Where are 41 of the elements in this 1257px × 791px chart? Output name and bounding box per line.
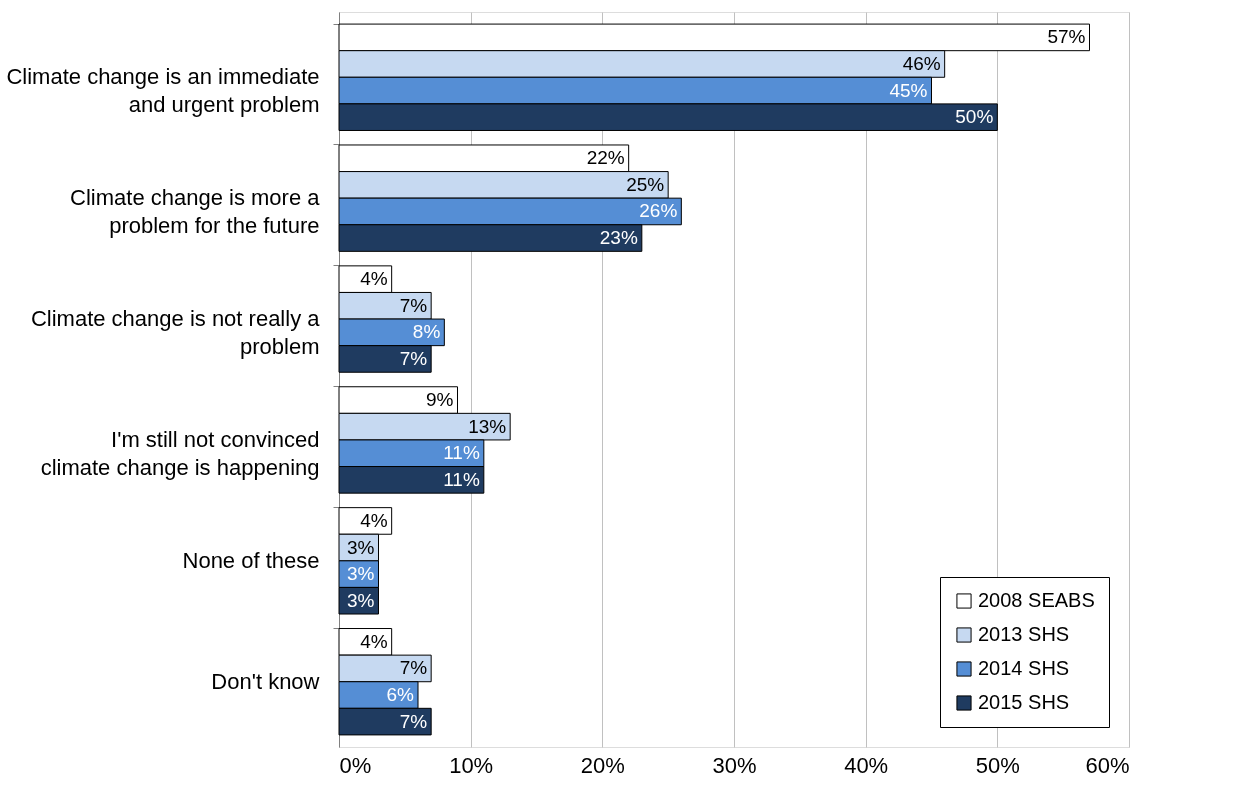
- data-label: 6%: [386, 684, 415, 706]
- x-tick-label: 60%: [1085, 752, 1130, 778]
- data-label: 11%: [443, 468, 480, 490]
- data-label: 3%: [347, 589, 375, 611]
- y-tick-label: Climate change is an immediate and urgent problem: [6, 64, 320, 118]
- data-label: 13%: [468, 415, 507, 437]
- data-label: 7%: [399, 347, 428, 369]
- data-label: 4%: [360, 630, 388, 652]
- y-tick-label: Don't know: [211, 668, 320, 694]
- data-label: 7%: [399, 710, 428, 732]
- data-label: 22%: [586, 147, 625, 169]
- data-label: 4%: [360, 509, 388, 531]
- legend-label: 2015 SHS: [978, 691, 1070, 713]
- data-label: 7%: [399, 657, 428, 679]
- legend-label: 2014 SHS: [978, 657, 1070, 679]
- data-label: 23%: [599, 227, 638, 249]
- y-tick-label: Climate change is more a problem for the future: [70, 185, 321, 239]
- data-label: 57%: [1047, 26, 1086, 48]
- data-label: 26%: [639, 200, 678, 222]
- x-tick-label: 40%: [844, 752, 889, 778]
- data-label: 46%: [902, 52, 941, 74]
- data-label: 3%: [347, 536, 375, 558]
- x-tick-label: 10%: [449, 752, 494, 778]
- data-label: 9%: [426, 389, 454, 411]
- x-tick-label: 50%: [975, 752, 1020, 778]
- data-label: 3%: [347, 563, 375, 585]
- data-label: 45%: [889, 79, 928, 101]
- data-label: 11%: [443, 442, 480, 464]
- data-label: 50%: [955, 106, 994, 128]
- x-tick-label: 0%: [339, 752, 372, 778]
- data-label: 7%: [399, 294, 428, 316]
- y-tick-label: I'm still not convinced climate change is happening: [40, 426, 320, 480]
- y-tick-label: None of these: [182, 547, 320, 573]
- data-label: 25%: [626, 173, 665, 195]
- y-tick-label: Climate change is not really a problem: [30, 306, 321, 360]
- legend-label: 2013 SHS: [978, 623, 1070, 645]
- data-label: 8%: [412, 321, 441, 343]
- data-label: 4%: [360, 268, 388, 290]
- x-tick-label: 20%: [580, 752, 625, 778]
- legend-label: 2008 SEABS: [978, 589, 1095, 611]
- x-tick-label: 30%: [712, 752, 757, 778]
